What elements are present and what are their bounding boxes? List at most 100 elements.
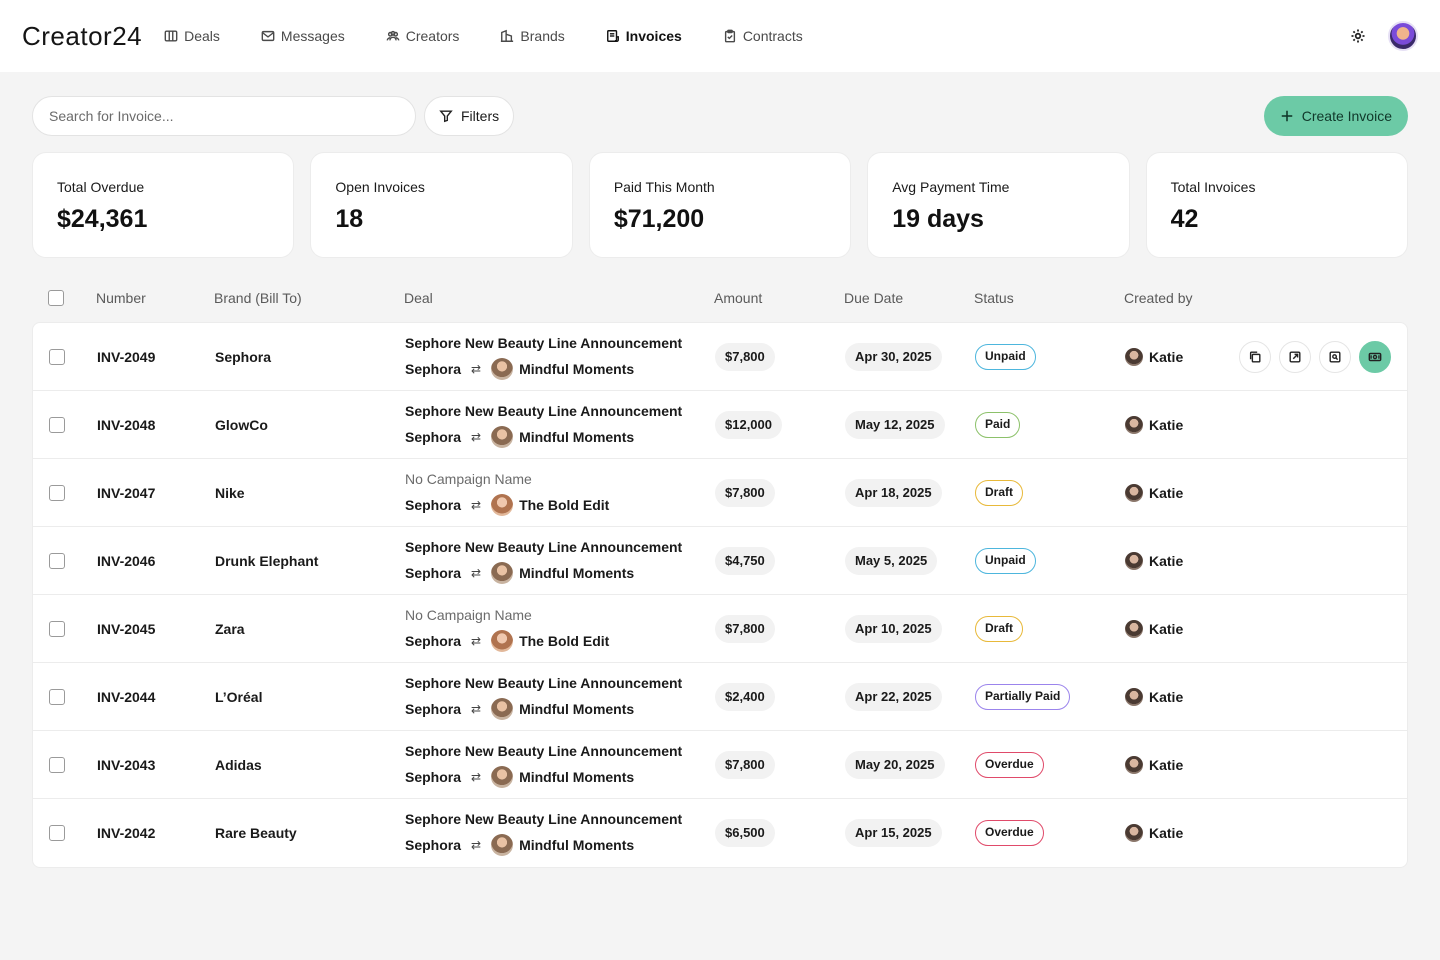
table-row[interactable]: INV-2047 Nike No Campaign Name Sephora ⇄… <box>33 459 1407 527</box>
stat-card-avg-payment-time: Avg Payment Time 19 days <box>867 152 1130 258</box>
invoice-number[interactable]: INV-2049 <box>97 348 156 365</box>
row-checkbox[interactable] <box>49 484 65 501</box>
amount-pill: $6,500 <box>715 819 775 847</box>
deal-cell[interactable]: Sephore New Beauty Line Announcement Sep… <box>405 334 715 380</box>
amount-cell: $7,800 <box>715 750 845 779</box>
payment-button[interactable] <box>1359 341 1391 373</box>
invoice-number[interactable]: INV-2042 <box>97 825 156 841</box>
column-header-deal[interactable]: Deal <box>404 290 433 306</box>
row-checkbox[interactable] <box>49 688 65 705</box>
deal-cell[interactable]: Sephore New Beauty Line Announcement Sep… <box>405 674 715 720</box>
amount-pill: $7,800 <box>715 478 775 507</box>
column-header-created-by[interactable]: Created by <box>1124 290 1193 306</box>
deal-cell[interactable]: Sephore New Beauty Line Announcement Sep… <box>405 810 715 856</box>
row-checkbox[interactable] <box>49 620 65 637</box>
deal-title: Sephore New Beauty Line Announcement <box>405 334 683 351</box>
column-header-due-date[interactable]: Due Date <box>844 290 904 306</box>
mail-icon <box>261 30 275 42</box>
deal-brand: Sephora <box>405 564 462 581</box>
row-select-cell <box>33 552 97 569</box>
due-date-cell: Apr 22, 2025 <box>845 682 975 711</box>
nav-item-creators[interactable]: Creators <box>386 28 460 44</box>
table-row[interactable]: INV-2044 L’Oréal Sephore New Beauty Line… <box>33 663 1407 731</box>
table-row[interactable]: INV-2043 Adidas Sephore New Beauty Line … <box>33 731 1407 799</box>
created-by-name: Katie <box>1149 552 1184 569</box>
deal-cell[interactable]: Sephore New Beauty Line Announcement Sep… <box>405 538 715 584</box>
bill-to-brand: Adidas <box>215 756 262 773</box>
row-checkbox[interactable] <box>49 825 65 841</box>
table-row[interactable]: INV-2042 Rare Beauty Sephore New Beauty … <box>33 799 1407 867</box>
amount-cell: $6,500 <box>715 819 845 847</box>
invoice-icon <box>606 30 619 42</box>
invoice-number[interactable]: INV-2047 <box>97 484 156 501</box>
amount-pill: $7,800 <box>715 750 775 779</box>
stat-label: Total Invoices <box>1170 179 1256 195</box>
swap-arrows-icon: ⇄ <box>471 633 482 648</box>
created-by-name: Katie <box>1149 688 1184 705</box>
stat-card-total-overdue: Total Overdue $24,361 <box>32 152 295 258</box>
row-checkbox[interactable] <box>49 416 65 433</box>
invoice-number[interactable]: INV-2043 <box>97 756 156 773</box>
creator-avatar <box>491 357 514 380</box>
main-nav: Deals Messages Creators Brands Invoices … <box>164 28 844 44</box>
deal-brand: Sephora <box>405 700 462 717</box>
deal-cell[interactable]: No Campaign Name Sephora ⇄ The Bold Edit <box>405 470 715 516</box>
row-select-cell <box>33 756 97 773</box>
document-search-icon <box>1329 351 1341 363</box>
row-select-cell <box>33 416 97 433</box>
open-external-icon <box>1289 351 1301 363</box>
nav-item-contracts[interactable]: Contracts <box>723 28 803 44</box>
created-by-name: Katie <box>1149 348 1184 365</box>
filters-button[interactable]: Filters <box>424 96 515 136</box>
bill-to-brand: L’Oréal <box>215 688 263 705</box>
creator-avatar <box>491 493 514 516</box>
document-search-button[interactable] <box>1319 341 1351 373</box>
invoice-number[interactable]: INV-2044 <box>97 688 156 705</box>
table-row[interactable]: INV-2046 Drunk Elephant Sephore New Beau… <box>33 527 1407 595</box>
created-by-cell: Katie <box>1125 551 1235 570</box>
app-logo[interactable]: Creator24 <box>22 20 143 51</box>
column-header-amount[interactable]: Amount <box>714 290 763 306</box>
creator-user-avatar <box>1125 483 1143 502</box>
table-row[interactable]: INV-2048 GlowCo Sephore New Beauty Line … <box>33 391 1407 459</box>
invoice-number[interactable]: INV-2048 <box>97 416 156 433</box>
deal-cell[interactable]: Sephore New Beauty Line Announcement Sep… <box>405 402 715 448</box>
status-badge: Paid <box>975 411 1021 438</box>
row-checkbox[interactable] <box>49 756 65 773</box>
row-checkbox[interactable] <box>49 552 65 569</box>
stat-value: 19 days <box>892 205 984 233</box>
select-all-checkbox[interactable] <box>48 290 64 306</box>
table-row[interactable]: INV-2049 Sephora Sephore New Beauty Line… <box>33 323 1407 391</box>
settings-button[interactable] <box>1348 26 1368 46</box>
status-badge: Unpaid <box>975 343 1036 370</box>
column-header-number[interactable]: Number <box>96 290 146 306</box>
search-input[interactable] <box>32 96 416 136</box>
nav-item-label: Creators <box>405 28 460 44</box>
column-header-brand[interactable]: Brand (Bill To) <box>214 290 302 306</box>
create-invoice-button[interactable]: Create Invoice <box>1263 96 1408 136</box>
created-by-name: Katie <box>1149 620 1184 637</box>
invoice-number[interactable]: INV-2046 <box>97 552 156 569</box>
column-header-status[interactable]: Status <box>974 290 1014 306</box>
duplicate-button[interactable] <box>1239 341 1271 373</box>
open-external-button[interactable] <box>1279 341 1311 373</box>
deal-title: Sephore New Beauty Line Announcement <box>405 811 683 827</box>
amount-pill: $2,400 <box>715 682 775 711</box>
deal-cell[interactable]: No Campaign Name Sephora ⇄ The Bold Edit <box>405 606 715 652</box>
created-by-cell: Katie <box>1125 483 1235 502</box>
deal-cell[interactable]: Sephore New Beauty Line Announcement Sep… <box>405 742 715 788</box>
invoice-number[interactable]: INV-2045 <box>97 620 156 637</box>
due-date-pill: May 5, 2025 <box>845 546 938 575</box>
nav-item-deals[interactable]: Deals <box>164 28 220 44</box>
status-badge: Draft <box>975 615 1024 642</box>
deal-brand: Sephora <box>405 360 462 377</box>
nav-item-invoices[interactable]: Invoices <box>606 28 682 44</box>
deal-title: No Campaign Name <box>405 470 532 487</box>
status-cell: Unpaid <box>975 343 1125 370</box>
user-avatar[interactable] <box>1388 21 1418 51</box>
table-row[interactable]: INV-2045 Zara No Campaign Name Sephora ⇄… <box>33 595 1407 663</box>
row-checkbox[interactable] <box>49 348 65 365</box>
nav-item-brands[interactable]: Brands <box>500 28 565 44</box>
nav-item-messages[interactable]: Messages <box>261 28 345 44</box>
swap-arrows-icon: ⇄ <box>471 701 482 716</box>
